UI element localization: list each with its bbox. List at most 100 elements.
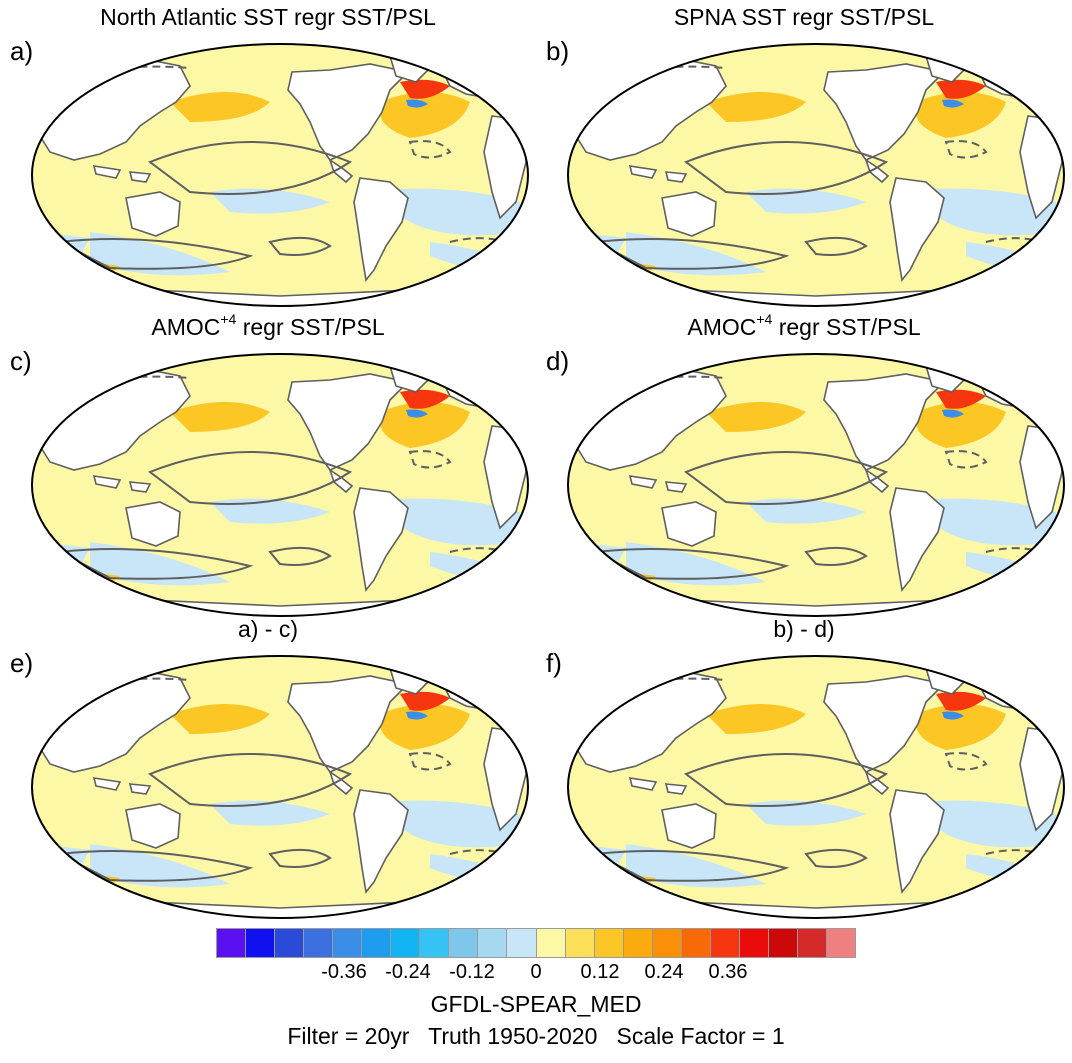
panel-title: SPNA SST regr SST/PSL [673,4,935,30]
psl-contour [683,753,889,807]
map-outline [31,655,529,919]
landmass [864,158,890,184]
landmass [128,481,152,493]
landmass [353,789,409,894]
strong-negative-anomaly [942,711,964,720]
strong-positive-anomaly [936,691,986,711]
model-name: GFDL-SPEAR_MED [430,991,642,1017]
strong-negative-anomaly [942,99,964,108]
landmass [661,191,717,237]
negative-anomaly-region [210,188,330,214]
landmass [823,675,946,774]
map-outline [567,353,1065,617]
panel-c: AMOC+4 regr SST/PSL c) [0,312,536,622]
psl-contour [683,141,889,195]
landmass [125,803,181,849]
strong-negative-anomaly [406,409,428,418]
colorbar-box [594,928,624,958]
positive-anomaly-region [170,704,270,734]
panel-title: a) - c) [237,616,299,642]
negative-anomaly-region [626,232,766,276]
panel-label: e) [10,648,34,678]
colorbar-box [681,928,711,958]
world-map [566,352,1066,618]
psl-contour [804,848,868,868]
world-map [30,654,530,920]
colorbar-box [623,928,653,958]
psl-contour [804,546,868,566]
colorbar-tick-label: -0.24 [385,961,431,983]
landmass [287,373,410,472]
colorbar-box [275,928,305,958]
colorbar-box [652,928,682,958]
psl-contour [592,548,790,580]
positive-anomaly-region [706,704,806,734]
colorbar-box [768,928,798,958]
psl-contour [147,451,353,505]
panel-d: AMOC+4 regr SST/PSL d) [536,312,1072,622]
negative-anomaly-region [210,800,330,826]
landmass [328,158,354,184]
colorbar-box [739,928,769,958]
panel-label: b) [546,36,570,66]
landmass [664,171,688,183]
strong-negative-anomaly [942,409,964,418]
panel-label: c) [10,346,32,376]
strong-positive-anomaly [400,79,450,99]
strong-negative-anomaly [406,711,428,720]
negative-anomaly-region [746,188,866,214]
strong-positive-anomaly [936,79,986,99]
panel-label: d) [546,346,570,376]
colorbar-box [333,928,363,958]
strong-positive-anomaly [400,691,450,711]
colorbar-box [246,928,276,958]
landmass [125,191,181,237]
strong-positive-anomaly [936,389,986,409]
landmass [628,475,658,489]
psl-contour [147,141,353,195]
colorbar-tick-label: -0.36 [321,961,367,983]
panel-f: b) - d) f) [536,614,1072,924]
positive-anomaly-region [170,402,270,432]
landmass [92,777,122,791]
landmass [889,487,945,592]
negative-anomaly-region [746,498,866,524]
panel-label: f) [546,648,562,678]
psl-contour [56,548,254,580]
psl-contour [56,850,254,882]
strong-negative-anomaly [406,99,428,108]
panel-title: AMOC+4 regr SST/PSL [687,311,921,340]
colorbar-box [420,928,450,958]
landmass [628,165,658,179]
world-map [566,42,1066,308]
psl-contour [268,236,332,256]
landmass [889,789,945,894]
map-outline [567,43,1065,307]
panel-title: b) - d) [773,616,835,642]
positive-anomaly-region [916,402,1006,448]
map-outline [31,353,529,617]
world-map [566,654,1066,920]
psl-contour [268,848,332,868]
colorbar-box [536,928,566,958]
landmass [628,777,658,791]
psl-contour [56,238,254,270]
panel-title: AMOC+4 regr SST/PSL [151,311,385,340]
colorbar-box [449,928,479,958]
psl-contour [592,850,790,882]
colorbar-tick-label: 0 [530,961,542,983]
panel-label: a) [10,36,34,66]
negative-anomaly-region [90,844,230,888]
landmass [823,373,946,472]
negative-anomaly-region [746,800,866,826]
map-outline [31,43,529,307]
landmass [864,770,890,796]
landmass [128,171,152,183]
strong-positive-anomaly [400,389,450,409]
colorbar-box [391,928,421,958]
positive-anomaly-region [916,92,1006,138]
psl-contour [944,140,988,159]
colorbar-box [797,928,827,958]
colorbar-box [362,928,392,958]
psl-contour [408,450,452,469]
